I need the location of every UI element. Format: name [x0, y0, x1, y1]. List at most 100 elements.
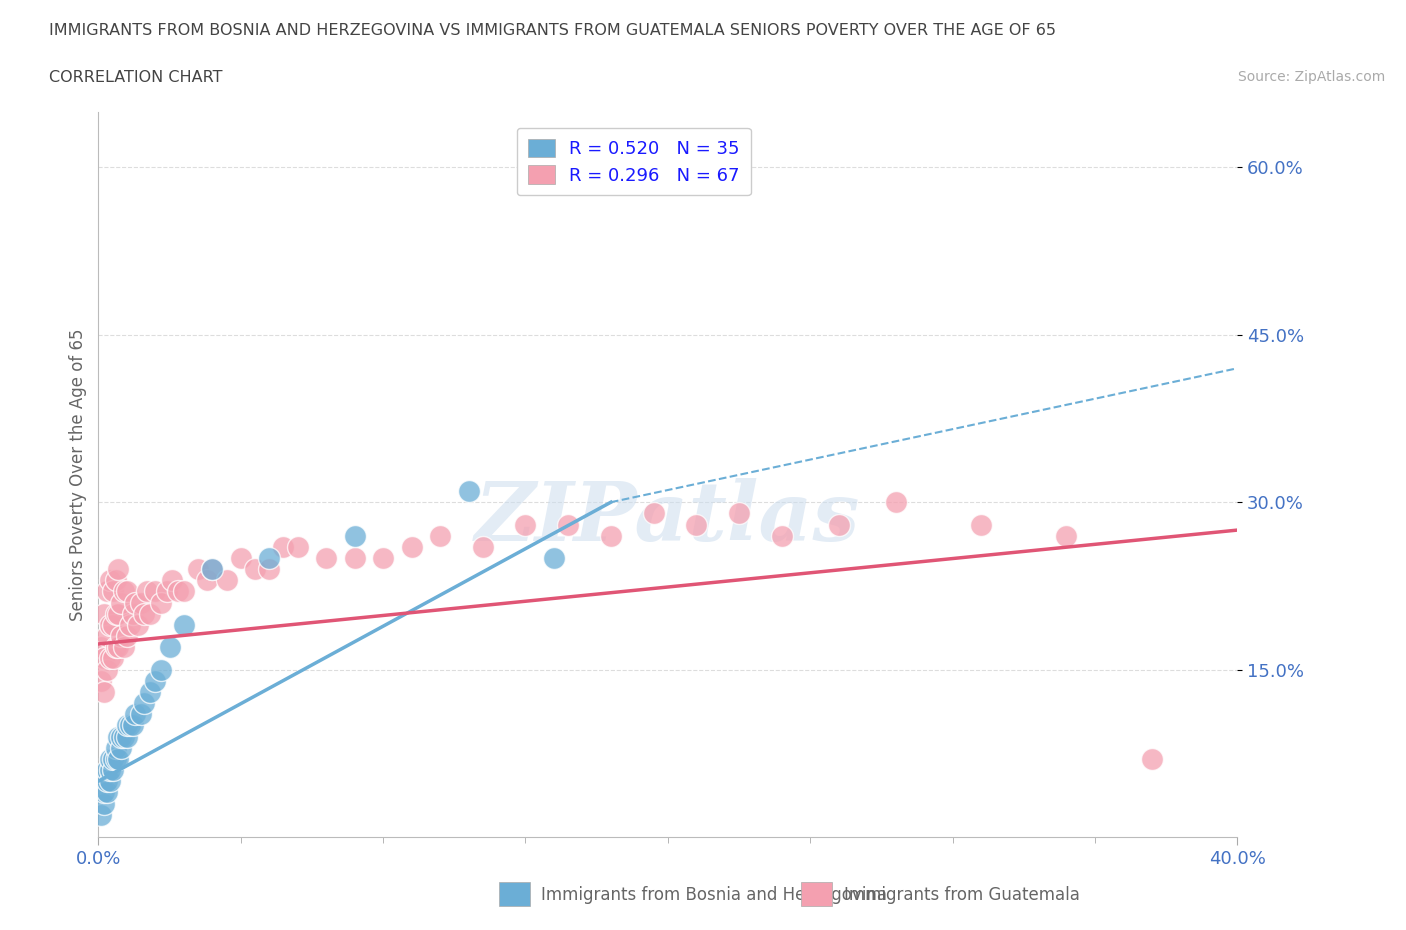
Point — [557, 517, 579, 532]
Point — [173, 584, 195, 599]
Point — [685, 517, 707, 532]
Point — [90, 673, 112, 688]
Point — [96, 584, 118, 599]
Point — [96, 629, 118, 644]
Point — [107, 751, 129, 766]
Point — [401, 539, 423, 554]
Point — [104, 640, 127, 655]
Point — [121, 718, 143, 733]
Point — [107, 562, 129, 577]
Point — [1056, 528, 1078, 543]
Point — [728, 506, 751, 521]
Point — [243, 562, 266, 577]
Point — [770, 528, 793, 543]
Point — [115, 718, 138, 733]
Point — [101, 763, 124, 777]
Point — [201, 562, 224, 577]
Point — [215, 573, 238, 588]
Point — [343, 551, 366, 565]
Point — [98, 618, 121, 632]
Point — [115, 584, 138, 599]
Text: CORRELATION CHART: CORRELATION CHART — [49, 70, 222, 85]
Point — [93, 684, 115, 699]
Point — [129, 707, 152, 722]
Point — [96, 785, 118, 800]
Point — [90, 807, 112, 822]
Point — [107, 729, 129, 744]
Point — [287, 539, 309, 554]
Point — [112, 640, 135, 655]
Point — [373, 551, 395, 565]
Point — [543, 551, 565, 565]
Point — [150, 595, 173, 610]
Point — [98, 763, 121, 777]
Point — [93, 606, 115, 621]
Point — [93, 785, 115, 800]
Point — [101, 618, 124, 632]
Point — [107, 606, 129, 621]
Point — [159, 640, 181, 655]
Point — [96, 662, 118, 677]
Point — [98, 751, 121, 766]
Point — [828, 517, 851, 532]
Point — [93, 796, 115, 811]
Point — [187, 562, 209, 577]
Point — [162, 573, 184, 588]
Point — [471, 539, 494, 554]
Point — [457, 484, 479, 498]
Y-axis label: Seniors Poverty Over the Age of 65: Seniors Poverty Over the Age of 65 — [69, 328, 87, 620]
Point — [195, 573, 218, 588]
Point — [132, 696, 155, 711]
Point — [104, 606, 127, 621]
Point — [138, 684, 160, 699]
Text: Immigrants from Bosnia and Herzegovina: Immigrants from Bosnia and Herzegovina — [541, 885, 887, 904]
Point — [121, 606, 143, 621]
Point — [643, 506, 665, 521]
Point — [101, 584, 124, 599]
Point — [110, 595, 132, 610]
Point — [124, 595, 146, 610]
Point — [429, 528, 451, 543]
Point — [104, 573, 127, 588]
Point — [173, 618, 195, 632]
Text: Immigrants from Guatemala: Immigrants from Guatemala — [844, 885, 1080, 904]
Point — [970, 517, 993, 532]
Point — [145, 673, 167, 688]
Point — [343, 528, 366, 543]
Point — [104, 751, 127, 766]
Point — [1140, 751, 1163, 766]
Point — [98, 651, 121, 666]
Point — [138, 606, 160, 621]
Point — [118, 718, 141, 733]
Text: ZIPatlas: ZIPatlas — [475, 478, 860, 558]
Point — [115, 729, 138, 744]
Point — [110, 729, 132, 744]
Point — [115, 629, 138, 644]
Point — [110, 629, 132, 644]
Point — [515, 517, 537, 532]
Point — [156, 584, 179, 599]
Point — [96, 774, 118, 789]
Point — [98, 774, 121, 789]
Point — [101, 751, 124, 766]
Point — [96, 763, 118, 777]
Point — [124, 707, 146, 722]
Point — [98, 573, 121, 588]
Point — [600, 528, 623, 543]
Text: Source: ZipAtlas.com: Source: ZipAtlas.com — [1237, 70, 1385, 84]
Point — [315, 551, 337, 565]
Point — [150, 662, 173, 677]
Point — [259, 551, 281, 565]
Point — [884, 495, 907, 510]
Point — [104, 740, 127, 755]
Point — [167, 584, 190, 599]
Point — [229, 551, 252, 565]
Point — [273, 539, 295, 554]
Text: IMMIGRANTS FROM BOSNIA AND HERZEGOVINA VS IMMIGRANTS FROM GUATEMALA SENIORS POVE: IMMIGRANTS FROM BOSNIA AND HERZEGOVINA V… — [49, 23, 1056, 38]
Point — [132, 606, 155, 621]
Point — [135, 584, 157, 599]
Point — [145, 584, 167, 599]
Point — [112, 584, 135, 599]
Point — [93, 651, 115, 666]
Point — [259, 562, 281, 577]
